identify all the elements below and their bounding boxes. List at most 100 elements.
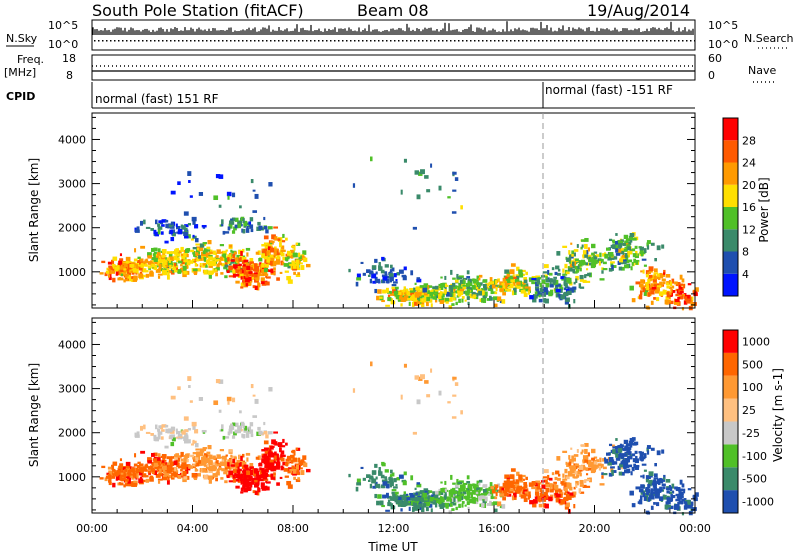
power-cell xyxy=(506,273,510,277)
velocity-cell xyxy=(223,471,228,475)
velocity-cell xyxy=(249,429,254,434)
nave-label: Nave xyxy=(748,64,776,77)
power-cell xyxy=(567,286,570,291)
velocity-cell xyxy=(165,466,170,472)
nsearch-point xyxy=(490,40,492,42)
velocity-cell xyxy=(584,448,588,454)
velocity-cell xyxy=(559,493,563,498)
velocity-cell xyxy=(385,483,390,489)
power-cell xyxy=(624,246,627,250)
velocity-cell xyxy=(154,466,158,470)
power-cell xyxy=(233,251,237,255)
power-cell xyxy=(173,249,177,252)
nsearch-series xyxy=(94,40,696,42)
power-cell xyxy=(246,225,249,230)
velocity-cell xyxy=(208,475,213,480)
velocity-cell xyxy=(231,422,236,427)
velocity-heatmap xyxy=(99,361,699,516)
nsearch-point xyxy=(562,40,564,42)
power-cell xyxy=(582,250,587,255)
power-cell xyxy=(504,269,510,274)
power-cell xyxy=(569,287,574,291)
velocity-cell xyxy=(482,498,487,501)
power-cell xyxy=(531,276,536,280)
power-cell xyxy=(416,194,421,200)
velocity-cell xyxy=(460,410,463,415)
beam-label: Beam 08 xyxy=(357,1,429,20)
velocity-cell xyxy=(445,506,449,509)
power-cell xyxy=(143,219,146,225)
velocity-cell xyxy=(648,479,653,483)
power-cell xyxy=(622,242,626,246)
power-cell xyxy=(522,269,526,273)
power-cell xyxy=(131,276,135,280)
velocity-cell xyxy=(397,502,402,507)
velocity-cell xyxy=(215,477,218,482)
power-cell xyxy=(537,291,541,296)
velocity-cell xyxy=(216,454,221,459)
freq-tick-bottom: 8 xyxy=(66,69,73,82)
velocity-cell xyxy=(575,483,578,488)
power-cell xyxy=(414,301,419,306)
power-cell xyxy=(466,296,470,301)
velocity-cell xyxy=(631,453,636,457)
power-cell xyxy=(626,241,632,245)
power-cell xyxy=(195,252,199,257)
power-cell xyxy=(282,256,288,261)
power-cell xyxy=(545,282,550,288)
power-cell xyxy=(385,304,390,307)
velocity-cell xyxy=(168,474,173,479)
velocity-cell xyxy=(410,475,414,481)
power-cell xyxy=(624,240,629,244)
velocity-cell xyxy=(280,465,284,471)
time-tick-label: 08:00 xyxy=(277,522,309,535)
power-cell xyxy=(629,238,633,243)
power-cell xyxy=(457,291,462,296)
nsearch-point xyxy=(130,40,132,42)
power-cell xyxy=(240,250,243,256)
velocity-cell xyxy=(567,472,573,477)
velocity-cell xyxy=(168,457,173,462)
power-cell xyxy=(208,256,213,260)
velocity-cell xyxy=(617,465,621,471)
power-cell xyxy=(172,232,176,237)
velocity-cell xyxy=(180,451,184,457)
nsearch-point xyxy=(254,40,256,42)
velocity-cell xyxy=(244,425,248,431)
power-cell xyxy=(132,268,137,273)
velocity-cell xyxy=(573,504,576,509)
power-cell xyxy=(119,258,124,263)
velocity-cell xyxy=(462,485,466,490)
velocity-cell xyxy=(478,489,481,493)
power-cell xyxy=(421,287,424,292)
velocity-cell xyxy=(184,429,189,433)
power-cell xyxy=(617,240,620,244)
velocity-cell xyxy=(576,449,579,453)
power-cell xyxy=(125,260,129,264)
power-cell xyxy=(692,290,697,293)
velocity-cell xyxy=(473,501,479,505)
power-cell xyxy=(249,267,254,271)
velocity-cell xyxy=(147,460,153,464)
power-cell xyxy=(243,259,249,263)
velocity-cell xyxy=(153,460,158,464)
power-cell xyxy=(231,217,236,222)
power-cell xyxy=(394,293,400,297)
power-cell xyxy=(611,268,614,271)
power-cell xyxy=(584,243,588,249)
velocity-cell xyxy=(412,502,418,507)
power-cell xyxy=(261,281,266,285)
power-cell xyxy=(157,248,161,253)
velocity-cell xyxy=(661,449,665,454)
velocity-cell xyxy=(511,495,514,501)
power-cell xyxy=(477,288,482,293)
velocity-cell xyxy=(538,503,543,508)
power-cell xyxy=(245,263,249,266)
nsearch-point xyxy=(266,40,268,42)
power-cell xyxy=(473,282,477,287)
velocity-cell xyxy=(129,469,135,473)
velocity-cell xyxy=(202,455,206,460)
power-cell xyxy=(257,221,261,226)
velocity-cell xyxy=(551,472,555,476)
power-cell xyxy=(209,260,213,265)
